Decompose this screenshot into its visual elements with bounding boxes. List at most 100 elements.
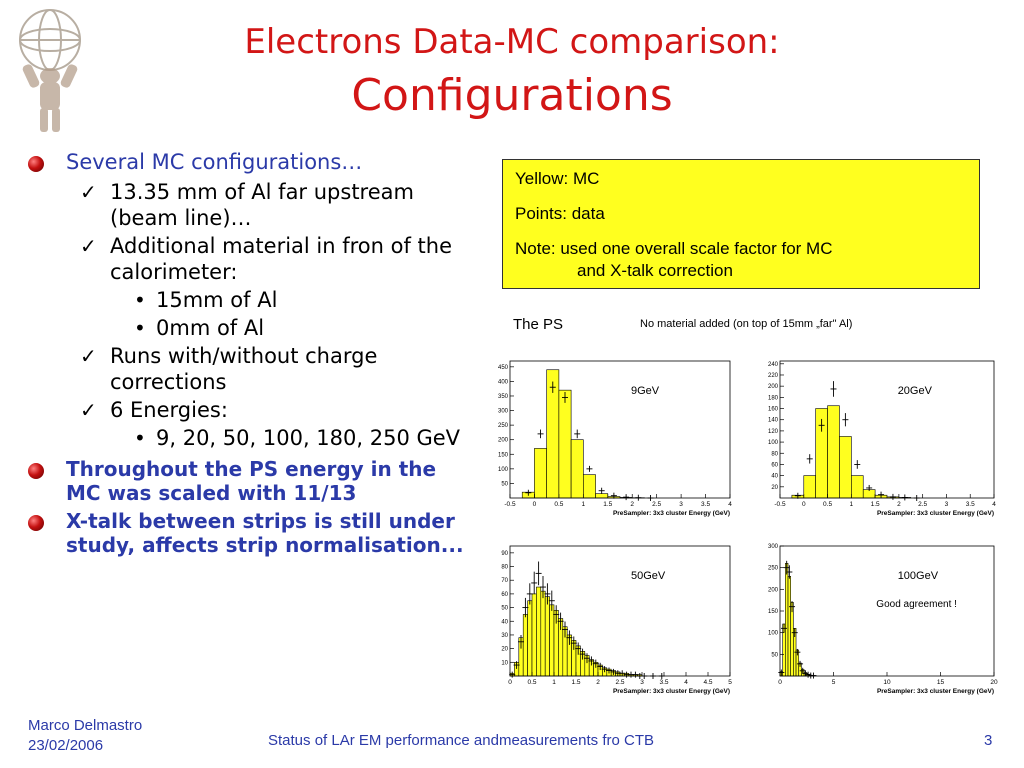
y-tick-label: 350 [498,394,509,400]
x-axis-label: PreSampler: 3x3 cluster Energy (GeV) [613,688,730,695]
bullet-item: Several MC configurations… [24,150,464,175]
plot-frame [779,360,995,499]
mc-bar [522,614,528,677]
note-line: Yellow: MC [515,169,600,188]
mc-bar [544,596,550,677]
x-tick-label: 0 [802,501,806,508]
y-tick-label: 400 [498,379,509,385]
y-tick-label: 140 [768,418,779,424]
sub-sub-bullet-text: 15mm of Al [156,288,278,312]
bullet-item: X-talk between strips is still under stu… [24,509,464,557]
sub-bullet-text: 6 Energies: [110,398,228,422]
legend-note-box: Yellow: MC Points: data Note: used one o… [502,159,980,289]
y-tick-label: 100 [498,467,509,473]
y-tick-label: 150 [768,609,779,615]
x-tick-label: 3 [640,679,644,686]
y-tick-label: 300 [768,544,779,550]
bullet-ball-icon [28,463,44,479]
sub-bullet-item: ✓ Additional material in fron of the cal… [24,233,464,285]
mc-bar [527,600,533,677]
sub-sub-bullet-text: 9, 20, 50, 100, 180, 250 GeV [156,426,461,450]
bullet-ball-icon [28,156,44,172]
histogram-20gev: -0.5 0 0.5 1 1.5 2 2.5 3 3.5 4 20 40 60 80 100 120 140 16… [754,355,1000,520]
y-tick-label: 160 [768,407,779,413]
y-tick-label: 40 [771,474,778,480]
y-tick-label: 60 [771,462,778,468]
x-tick-label: 4.5 [703,679,712,686]
x-tick-label: 0.5 [823,501,832,508]
mc-bar [570,439,584,499]
histogram-100gev: 0 5 10 15 20 50 100 150 200 250 300 PreSampler: 3x3… [754,540,1000,698]
atlas-logo [4,4,96,134]
plot-annotation: Good agreement ! [876,599,957,610]
x-tick-label: 3.5 [966,501,975,508]
mc-bar [790,602,794,677]
note-text: and X-talk correction [577,261,733,280]
energy-label: 9GeV [631,385,660,397]
y-tick-label: 40 [501,619,508,625]
checkmark-icon: ✓ [80,344,97,368]
mc-bar [583,474,596,499]
x-tick-label: 1.5 [571,679,580,686]
mc-bar [595,493,609,499]
mc-bar [549,604,555,677]
checkmark-icon: ✓ [80,234,97,258]
bullet-dot-icon: • [134,426,146,450]
y-tick-label: 80 [501,565,508,571]
page-number: 3 [984,732,993,749]
y-tick-label: 300 [498,409,509,415]
mc-bar [787,576,792,677]
x-tick-label: 2.5 [918,501,927,508]
bullet-text: Several MC configurations… [66,150,363,174]
y-tick-label: 150 [498,452,509,458]
y-tick-label: 200 [768,587,779,593]
x-tick-label: 2.5 [652,501,661,508]
mc-bar [534,448,547,499]
x-tick-label: 1 [582,501,586,508]
x-tick-label: 3.5 [659,679,668,686]
y-tick-label: 100 [768,440,779,446]
y-tick-label: 30 [501,633,508,639]
x-axis-label: PreSampler: 3x3 cluster Energy (GeV) [613,510,730,517]
y-tick-label: 200 [768,384,779,390]
bullet-dot-icon: • [134,288,146,312]
histogram-svg: 0 5 10 15 20 50 100 150 200 250 300 PreSampler: 3x3… [754,540,1000,698]
sub-sub-bullet-item: • 15mm of Al [24,287,464,313]
bullet-ball-icon [28,515,44,531]
x-tick-label: 4 [992,501,996,508]
bullet-item: Throughout the PS energy in the MC was s… [24,457,464,505]
y-tick-label: 50 [501,481,508,487]
x-tick-label: 0.5 [554,501,563,508]
sub-sub-bullet-item: • 0mm of Al [24,315,464,341]
y-tick-label: 50 [771,652,778,658]
x-tick-label: 1.5 [871,501,880,508]
plot-background [754,355,1000,520]
x-tick-label: 5 [728,679,732,686]
sub-sub-bullet-text: 0mm of Al [156,316,265,340]
x-tick-label: 2 [630,501,634,508]
histogram-50gev: 0 0.5 1 1.5 2 2.5 3 3.5 4 4.5 5 10 20 30 40 50 60 70 80 90 P… [484,540,736,698]
x-tick-label: 1 [850,501,854,508]
x-tick-label: 1 [552,679,556,686]
bullet-text: X-talk between strips is still under stu… [66,509,464,557]
note-line: Note: used one overall scale factor for … [515,238,967,282]
x-axis-label: PreSampler: 3x3 cluster Energy (GeV) [877,510,994,517]
histogram-svg: -0.5 0 0.5 1 1.5 2 2.5 3 3.5 4 20 40 60 80 100 120 140 16… [754,355,1000,520]
sub-bullet-item: ✓ 6 Energies: [24,397,464,423]
x-tick-label: 0 [533,501,537,508]
ps-title: The PS [513,316,564,333]
y-tick-label: 120 [768,429,779,435]
x-tick-label: 2 [596,679,600,686]
mc-bar [785,563,789,677]
y-tick-label: 200 [498,438,509,444]
bullet-dot-icon: • [134,316,146,340]
x-tick-label: -0.5 [774,501,786,508]
y-tick-label: 20 [771,485,778,491]
mc-bar [803,475,816,499]
bullet-text: Throughout the PS energy in the MC was s… [66,457,437,505]
note-text: Note: used one overall scale factor for … [515,239,833,258]
footer-author-block: Marco Delmastro 23/02/2006 [28,716,142,756]
x-tick-label: 3 [679,501,683,508]
energy-label: 50GeV [631,570,666,582]
x-tick-label: 1.5 [603,501,612,508]
